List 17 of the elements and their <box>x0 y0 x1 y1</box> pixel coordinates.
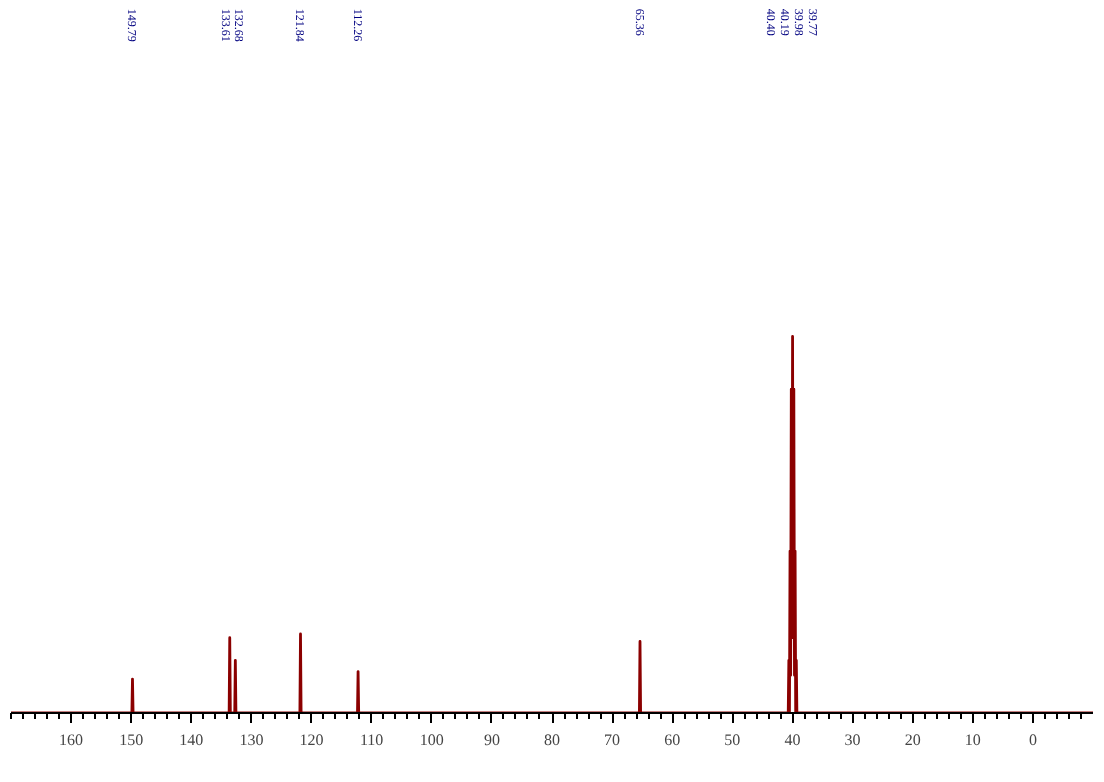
x-tick-label: 130 <box>239 731 264 749</box>
x-tick-label: 120 <box>299 731 324 749</box>
x-tick-label: 110 <box>359 731 384 749</box>
x-tick-label: 70 <box>604 731 621 749</box>
x-tick-label: 50 <box>724 731 741 749</box>
x-tick-label: 40 <box>784 731 801 749</box>
x-tick-label: 160 <box>59 731 84 749</box>
x-tick-label: 80 <box>544 731 560 749</box>
x-tick-label: 150 <box>119 731 144 749</box>
x-tick-label: 0 <box>1028 731 1037 749</box>
x-tick-label: 30 <box>844 731 861 749</box>
x-tick-label: 100 <box>419 731 444 749</box>
x-tick-label: 10 <box>964 731 981 749</box>
x-tick-label: 20 <box>904 731 921 749</box>
x-tick-label: 140 <box>179 731 204 749</box>
x-tick-label: 60 <box>664 731 681 749</box>
x-tick-label: 90 <box>483 731 500 749</box>
